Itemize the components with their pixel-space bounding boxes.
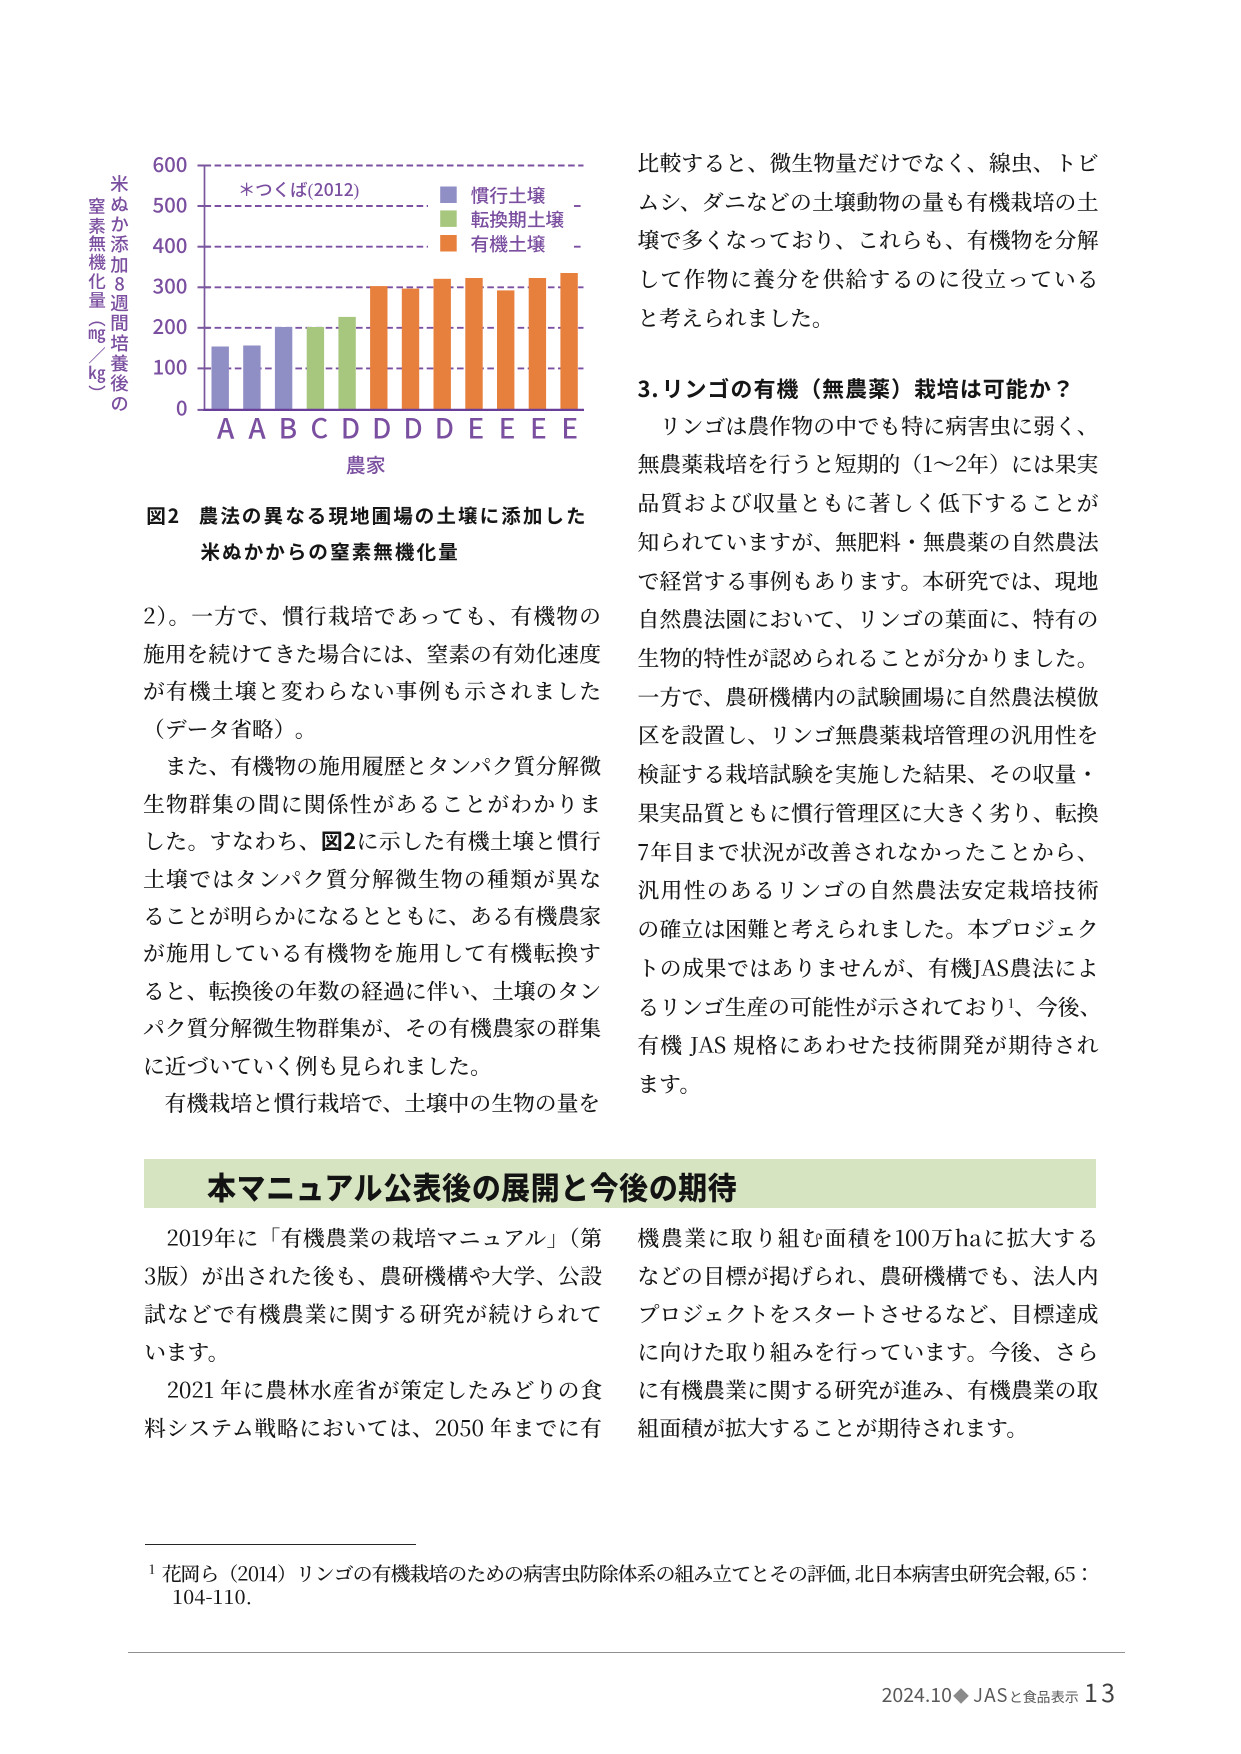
svg-text:400: 400	[152, 229, 187, 259]
svg-text:＊つくば(2012): ＊つくば(2012)	[238, 177, 360, 202]
svg-text:E: E	[561, 408, 578, 448]
svg-text:D: D	[435, 408, 455, 448]
svg-text:慣行土壌: 慣行土壌	[471, 182, 546, 209]
svg-text:600: 600	[152, 148, 187, 178]
svg-text:A: A	[248, 408, 266, 448]
svg-text:農家: 農家	[346, 450, 386, 479]
svg-text:300: 300	[152, 270, 187, 300]
svg-text:E: E	[530, 408, 547, 448]
svg-text:A: A	[217, 408, 235, 448]
svg-text:D: D	[404, 408, 424, 448]
svg-text:D: D	[372, 408, 392, 448]
svg-text:0: 0	[176, 391, 188, 421]
svg-text:200: 200	[152, 310, 187, 340]
svg-text:100: 100	[152, 351, 187, 381]
svg-text:転換期土壌: 転換期土壌	[471, 206, 565, 233]
svg-text:D: D	[341, 408, 361, 448]
svg-text:B: B	[279, 408, 298, 448]
svg-text:C: C	[310, 408, 328, 448]
svg-text:E: E	[499, 408, 516, 448]
svg-text:E: E	[468, 408, 485, 448]
svg-text:500: 500	[152, 188, 187, 218]
svg-text:有機土壌: 有機土壌	[471, 230, 546, 257]
